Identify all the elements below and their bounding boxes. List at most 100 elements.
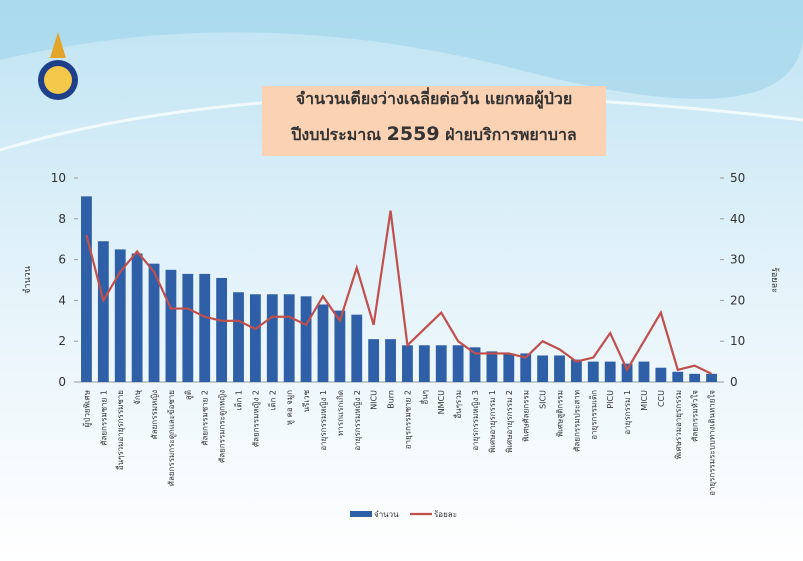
x-tick-label: PICU bbox=[606, 390, 615, 409]
x-tick-label: NMCU bbox=[437, 390, 446, 414]
bar bbox=[249, 294, 261, 382]
x-tick-label: พิเศษอายุรกรรม 1 bbox=[488, 390, 497, 453]
bar bbox=[418, 345, 430, 382]
x-tick-label: ศัลยกรรมชาย 1 bbox=[99, 390, 108, 446]
wave bbox=[0, 0, 803, 99]
x-tick-label: อายุรกรรมหญิง 2 bbox=[353, 390, 362, 451]
bar bbox=[97, 241, 109, 382]
x-tick-label: อายุรกรรมหญิง 3 bbox=[471, 390, 480, 451]
x-tick-label: อายุรกรรมชาย 2 bbox=[403, 390, 412, 449]
legend-label: ร้อยละ bbox=[434, 510, 457, 519]
bar bbox=[452, 345, 464, 382]
bar bbox=[604, 361, 616, 382]
x-tick-label: Burn bbox=[387, 390, 396, 409]
bar bbox=[233, 292, 244, 382]
title-part: 2559 bbox=[387, 123, 440, 145]
bar bbox=[351, 314, 363, 382]
bar bbox=[621, 363, 633, 382]
x-tick-label: เด็ก 1 bbox=[234, 390, 244, 410]
bar bbox=[706, 373, 717, 382]
x-tick-label: NICU bbox=[370, 390, 379, 410]
y2-tick-label: 20 bbox=[730, 293, 745, 307]
line bbox=[85, 210, 713, 375]
y-tick-label: 2 bbox=[58, 334, 66, 348]
y2-tick-label: 30 bbox=[730, 253, 745, 267]
title-part: ปีงบประมาณ bbox=[290, 125, 387, 144]
x-tick-label: MICU bbox=[640, 390, 649, 411]
bar bbox=[570, 359, 582, 382]
y2-tick-label: 0 bbox=[730, 375, 738, 389]
x-tick-label: ศัลยกรรมชาย 2 bbox=[201, 390, 210, 446]
x-tick-label: พิเศษรวมอายุรกรรม bbox=[674, 390, 683, 459]
x-tick-label: อายุรกรรมระบบทางเดินหายใจ bbox=[708, 390, 717, 496]
title-box bbox=[262, 86, 606, 156]
y2-axis-label: ร้อยละ bbox=[769, 267, 780, 293]
x-tick-label: ศัลยกรรมหญิง 2 bbox=[251, 390, 260, 447]
bar bbox=[385, 339, 396, 382]
title-part: จำนวนเตียงว่างเฉลี่ยต่อวัน แยกหอผู้ป่วย bbox=[296, 87, 573, 110]
bar bbox=[587, 361, 599, 382]
legend-label: จำนวน bbox=[374, 510, 399, 519]
y2-tick-label: 40 bbox=[730, 212, 745, 226]
x-tick-label: CCU bbox=[657, 390, 666, 407]
bar bbox=[520, 353, 532, 382]
bar bbox=[216, 277, 228, 382]
x-tick-label: อายุรกรรมเด็ก bbox=[588, 390, 598, 440]
bar bbox=[368, 339, 380, 382]
title-line: จำนวนเตียงว่างเฉลี่ยต่อวัน แยกหอผู้ป่วย bbox=[296, 87, 573, 110]
x-tick-label: อายุรกรรม 1 bbox=[623, 390, 632, 435]
bar bbox=[469, 347, 481, 382]
x-tick-label: เด็ก 2 bbox=[267, 390, 277, 410]
x-tick-label: ทารกแรกเกิด bbox=[336, 390, 345, 436]
y-tick-label: 4 bbox=[58, 293, 66, 307]
bar bbox=[283, 294, 295, 382]
bar bbox=[300, 296, 312, 382]
x-tick-label: อื่นๆรวมอายุรกรรมชาย bbox=[114, 390, 125, 470]
bar bbox=[537, 355, 549, 382]
x-tick-label: ศัลยกรรมหัวใจ bbox=[691, 390, 700, 442]
x-tick-label: พิเศษสูติกรรม bbox=[556, 390, 566, 437]
y-tick-label: 10 bbox=[51, 171, 66, 185]
x-tick-label: พิเศษอายุรกรรม 2 bbox=[505, 390, 514, 453]
bar bbox=[182, 273, 194, 382]
x-tick-label: ผู้ป่วยพิเศษ bbox=[82, 390, 92, 427]
title-part: ฝ่ายบริการพยาบาล bbox=[440, 125, 577, 144]
y-tick-label: 6 bbox=[58, 253, 66, 267]
bar bbox=[689, 373, 701, 382]
bar bbox=[266, 294, 278, 382]
bar bbox=[554, 355, 565, 382]
bar bbox=[334, 310, 346, 382]
x-tick-label: ศัลยกรรมกระดูกและข้อชาย bbox=[167, 390, 177, 486]
bar bbox=[486, 351, 498, 382]
bar bbox=[402, 345, 413, 382]
x-tick-label: หู คอ จมูก bbox=[285, 390, 295, 425]
legend-swatch bbox=[350, 511, 372, 517]
x-tick-label: อื่นๆ bbox=[418, 390, 429, 405]
bar bbox=[114, 249, 126, 382]
bar bbox=[672, 371, 684, 382]
bar bbox=[655, 367, 667, 382]
bar bbox=[165, 269, 177, 382]
bar bbox=[131, 253, 143, 382]
bar bbox=[148, 263, 160, 382]
bar bbox=[435, 345, 447, 382]
x-tick-label: นรีเวช bbox=[302, 389, 311, 412]
bar bbox=[317, 304, 329, 382]
y2-tick-label: 50 bbox=[730, 171, 745, 185]
x-tick-label: อื่นๆรวม bbox=[452, 390, 463, 419]
x-tick-label: SICU bbox=[539, 390, 548, 409]
bar bbox=[199, 273, 211, 382]
title-line: ปีงบประมาณ 2559 ฝ่ายบริการพยาบาล bbox=[290, 123, 577, 145]
y-tick-label: 8 bbox=[58, 212, 66, 226]
bar bbox=[503, 353, 515, 382]
x-tick-label: พิเศษศัลยกรรม bbox=[522, 390, 531, 442]
logo bbox=[38, 32, 78, 100]
y2-tick-label: 10 bbox=[730, 334, 745, 348]
bar bbox=[638, 361, 650, 382]
x-tick-label: ศัลยกรรมหญิง bbox=[150, 390, 159, 439]
x-tick-label: อายุรกรรมหญิง 1 bbox=[319, 390, 328, 451]
x-tick-label: ศัลยกรรมประสาท bbox=[572, 390, 581, 452]
bar bbox=[81, 196, 92, 382]
